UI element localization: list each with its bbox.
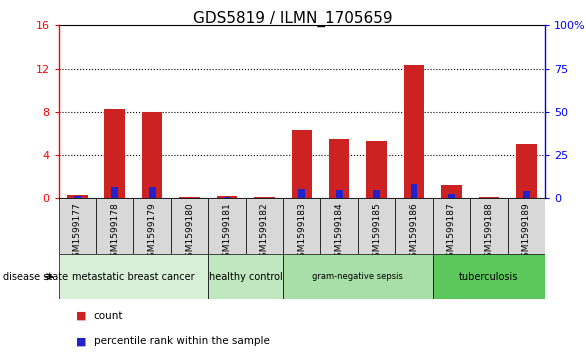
Text: tuberculosis: tuberculosis xyxy=(459,272,519,282)
Text: GSM1599187: GSM1599187 xyxy=(447,202,456,263)
Bar xyxy=(298,189,305,198)
Bar xyxy=(329,139,349,198)
Bar xyxy=(523,191,530,198)
Bar xyxy=(74,196,81,198)
Bar xyxy=(179,197,200,198)
Bar xyxy=(246,198,283,254)
Bar xyxy=(59,254,208,299)
Text: GSM1599179: GSM1599179 xyxy=(148,202,156,263)
Bar xyxy=(291,130,312,198)
Bar xyxy=(67,195,87,198)
Text: ■: ■ xyxy=(76,336,87,346)
Text: GSM1599185: GSM1599185 xyxy=(372,202,381,263)
Bar xyxy=(59,198,96,254)
Bar xyxy=(149,187,155,198)
Text: ■: ■ xyxy=(76,311,87,321)
Bar xyxy=(441,185,462,198)
Text: gram-negative sepsis: gram-negative sepsis xyxy=(312,272,403,281)
Bar xyxy=(321,198,358,254)
Text: GSM1599189: GSM1599189 xyxy=(522,202,531,263)
Bar xyxy=(134,198,171,254)
Bar xyxy=(254,197,275,198)
Bar xyxy=(432,198,470,254)
Bar xyxy=(373,190,380,198)
Text: GSM1599186: GSM1599186 xyxy=(410,202,418,263)
Bar xyxy=(208,198,246,254)
Text: count: count xyxy=(94,311,123,321)
Text: GSM1599183: GSM1599183 xyxy=(297,202,306,263)
Text: GSM1599180: GSM1599180 xyxy=(185,202,194,263)
Text: GSM1599181: GSM1599181 xyxy=(223,202,231,263)
Bar xyxy=(336,190,343,198)
Bar xyxy=(171,198,208,254)
Text: GSM1599184: GSM1599184 xyxy=(335,202,344,263)
Bar xyxy=(104,110,125,198)
Bar xyxy=(283,198,321,254)
Bar xyxy=(411,184,417,198)
Text: GDS5819 / ILMN_1705659: GDS5819 / ILMN_1705659 xyxy=(193,11,393,27)
Bar xyxy=(217,196,237,198)
Bar xyxy=(396,198,432,254)
Bar xyxy=(358,198,396,254)
Text: metastatic breast cancer: metastatic breast cancer xyxy=(72,272,195,282)
Text: healthy control: healthy control xyxy=(209,272,282,282)
Text: GSM1599188: GSM1599188 xyxy=(485,202,493,263)
Bar xyxy=(404,65,424,198)
Bar xyxy=(507,198,545,254)
Bar xyxy=(479,197,499,198)
Text: GSM1599178: GSM1599178 xyxy=(110,202,119,263)
Bar xyxy=(111,187,118,198)
Bar xyxy=(366,141,387,198)
Bar xyxy=(283,254,432,299)
Bar xyxy=(432,254,545,299)
Bar xyxy=(470,198,507,254)
Text: percentile rank within the sample: percentile rank within the sample xyxy=(94,336,270,346)
Text: GSM1599182: GSM1599182 xyxy=(260,202,269,263)
Text: GSM1599177: GSM1599177 xyxy=(73,202,82,263)
Text: disease state: disease state xyxy=(3,272,68,282)
Bar xyxy=(224,197,230,198)
Bar xyxy=(142,112,162,198)
Bar xyxy=(448,195,455,198)
Bar xyxy=(208,254,283,299)
Bar xyxy=(96,198,134,254)
Bar xyxy=(516,144,537,198)
